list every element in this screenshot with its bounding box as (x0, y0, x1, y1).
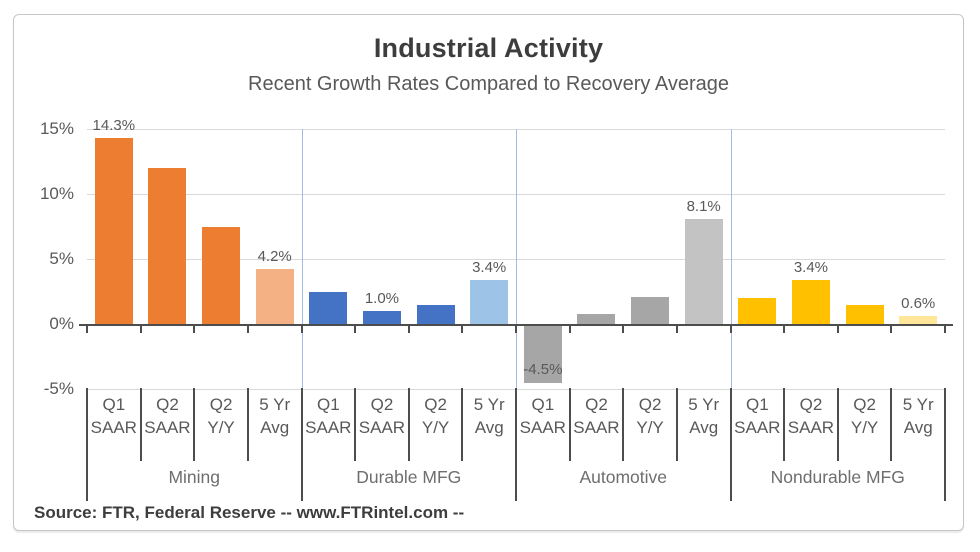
category-label-nondurable-mfg-q1-saar: Q1 SAAR (734, 395, 781, 437)
group-separator-line (730, 129, 732, 459)
category-separator-tick (246, 388, 249, 461)
category-label-durable-mfg-q1-saar: Q1 SAAR (305, 395, 352, 437)
group-separator-tick (944, 388, 946, 501)
bar-automotive-q2-saar (577, 313, 616, 324)
category-separator-tick (836, 388, 839, 461)
bar-automotive-q2-y-y (631, 296, 670, 324)
bar-mining-q2-saar (148, 168, 187, 324)
axis-tick (246, 324, 249, 333)
group-separator-line (516, 129, 517, 459)
category-separator-tick (783, 388, 786, 461)
bar-data-label: 4.2% (257, 248, 292, 266)
category-label-automotive-5-yr-avg: 5 Yr Avg (688, 395, 720, 437)
bar-durable-mfg-5-yr-avg (470, 279, 509, 324)
group-separator-tick (729, 388, 732, 501)
bar-data-label: 8.1% (686, 197, 721, 215)
bar-data-label: 3.4% (472, 258, 507, 276)
bar-automotive-q1-saar (523, 324, 562, 383)
bar-nondurable-mfg-q2-y-y (845, 304, 884, 324)
bar-mining-q1-saar (94, 138, 133, 324)
bar-durable-mfg-q2-y-y (416, 304, 455, 324)
group-label-durable-mfg: Durable MFG (356, 467, 462, 487)
category-separator-tick (139, 388, 142, 461)
bar-nondurable-mfg-5-yr-avg (899, 316, 938, 324)
chart-frame: Industrial Activity Recent Growth Rates … (13, 14, 964, 531)
category-separator-tick (890, 388, 893, 461)
group-separator-tick (86, 388, 88, 501)
axis-tick (300, 324, 303, 333)
category-label-nondurable-mfg-5-yr-avg: 5 Yr Avg (902, 395, 934, 437)
y-axis-tick-label: 0% (49, 314, 74, 333)
y-axis-tick-label: 10% (39, 184, 74, 203)
plot-area: 14.3% 4.2% 1.0% 3.4% -4.5% 8.1% 3.4% 0.6% (79, 117, 953, 459)
group-label-nondurable-mfg: Nondurable MFG (770, 467, 905, 487)
axis-tick (944, 324, 946, 333)
axis-tick (354, 324, 357, 333)
category-separator-tick (675, 388, 678, 461)
y-axis-tick-label: 5% (49, 249, 74, 268)
bar-data-label: 3.4% (793, 258, 829, 276)
category-label-mining-q2-saar: Q2 SAAR (144, 395, 191, 437)
group-separator-tick (300, 388, 303, 501)
group-separator-line (301, 129, 303, 459)
category-label-durable-mfg-5-yr-avg: 5 Yr Avg (473, 395, 505, 437)
axis-tick (729, 324, 732, 333)
group-separator-tick (515, 388, 517, 501)
category-label-mining-q2-y-y: Q2 Y/Y (207, 395, 235, 437)
bar-data-label: 14.3% (92, 117, 136, 135)
category-label-automotive-q2-saar: Q2 SAAR (573, 395, 620, 437)
category-label-nondurable-mfg-q2-saar: Q2 SAAR (787, 395, 835, 437)
category-label-durable-mfg-q2-y-y: Q2 Y/Y (421, 395, 450, 437)
chart-subtitle: Recent Growth Rates Compared to Recovery… (248, 73, 729, 95)
axis-tick (193, 324, 196, 333)
axis-tick (515, 324, 517, 333)
y-axis: 15% 10% 5% 0% -5% (20, 15, 78, 415)
category-label-mining-5-yr-avg: 5 Yr Avg (259, 395, 291, 437)
category-label-automotive-q2-y-y: Q2 Y/Y (636, 395, 664, 437)
group-label-mining: Mining (168, 467, 221, 487)
axis-tick (836, 324, 839, 333)
category-label-nondurable-mfg-q2-y-y: Q2 Y/Y (850, 395, 879, 437)
axis-tick (461, 324, 464, 333)
axis-tick (890, 324, 893, 333)
axis-tick (139, 324, 142, 333)
bar-nondurable-mfg-q2-saar (791, 279, 830, 324)
bar-automotive-5-yr-avg (684, 218, 723, 324)
bar-mining-5-yr-avg (255, 269, 294, 324)
bar-data-label: 0.6% (901, 295, 936, 313)
axis-tick (675, 324, 678, 333)
bar-durable-mfg-q2-saar (362, 311, 401, 324)
category-separator-tick (622, 388, 625, 461)
category-label-durable-mfg-q2-saar: Q2 SAAR (358, 395, 406, 437)
bar-data-label: -4.5% (523, 360, 563, 378)
category-axis: Q1 SAAR Q2 SAAR Q2 Y/Y 5 Yr Avg Mining Q1 SAAR Q2 SA… (86, 387, 946, 507)
y-axis-tick-label: -5% (43, 379, 74, 398)
bar-mining-q2-y-y (202, 226, 241, 324)
category-separator-tick (407, 388, 410, 461)
bar-durable-mfg-q1-saar (309, 291, 348, 324)
group-label-automotive: Automotive (579, 467, 668, 487)
source-note: Source: FTR, Federal Reserve -- www.FTRi… (34, 503, 465, 522)
bar-data-label: 1.0% (364, 290, 400, 307)
axis-tick (86, 324, 88, 333)
y-axis-tick-label: 15% (39, 119, 74, 138)
category-separator-tick (354, 388, 357, 461)
category-separator-tick (568, 388, 571, 461)
axis-tick (783, 324, 786, 333)
category-separator-tick (461, 388, 464, 461)
axis-tick (568, 324, 571, 333)
axis-tick (622, 324, 625, 333)
axis-tick (407, 324, 410, 333)
category-separator-tick (193, 388, 196, 461)
category-label-mining-q1-saar: Q1 SAAR (90, 395, 137, 437)
chart-title: Industrial Activity (373, 33, 604, 63)
bar-nondurable-mfg-q1-saar (738, 298, 777, 324)
category-label-automotive-q1-saar: Q1 SAAR (519, 395, 566, 437)
